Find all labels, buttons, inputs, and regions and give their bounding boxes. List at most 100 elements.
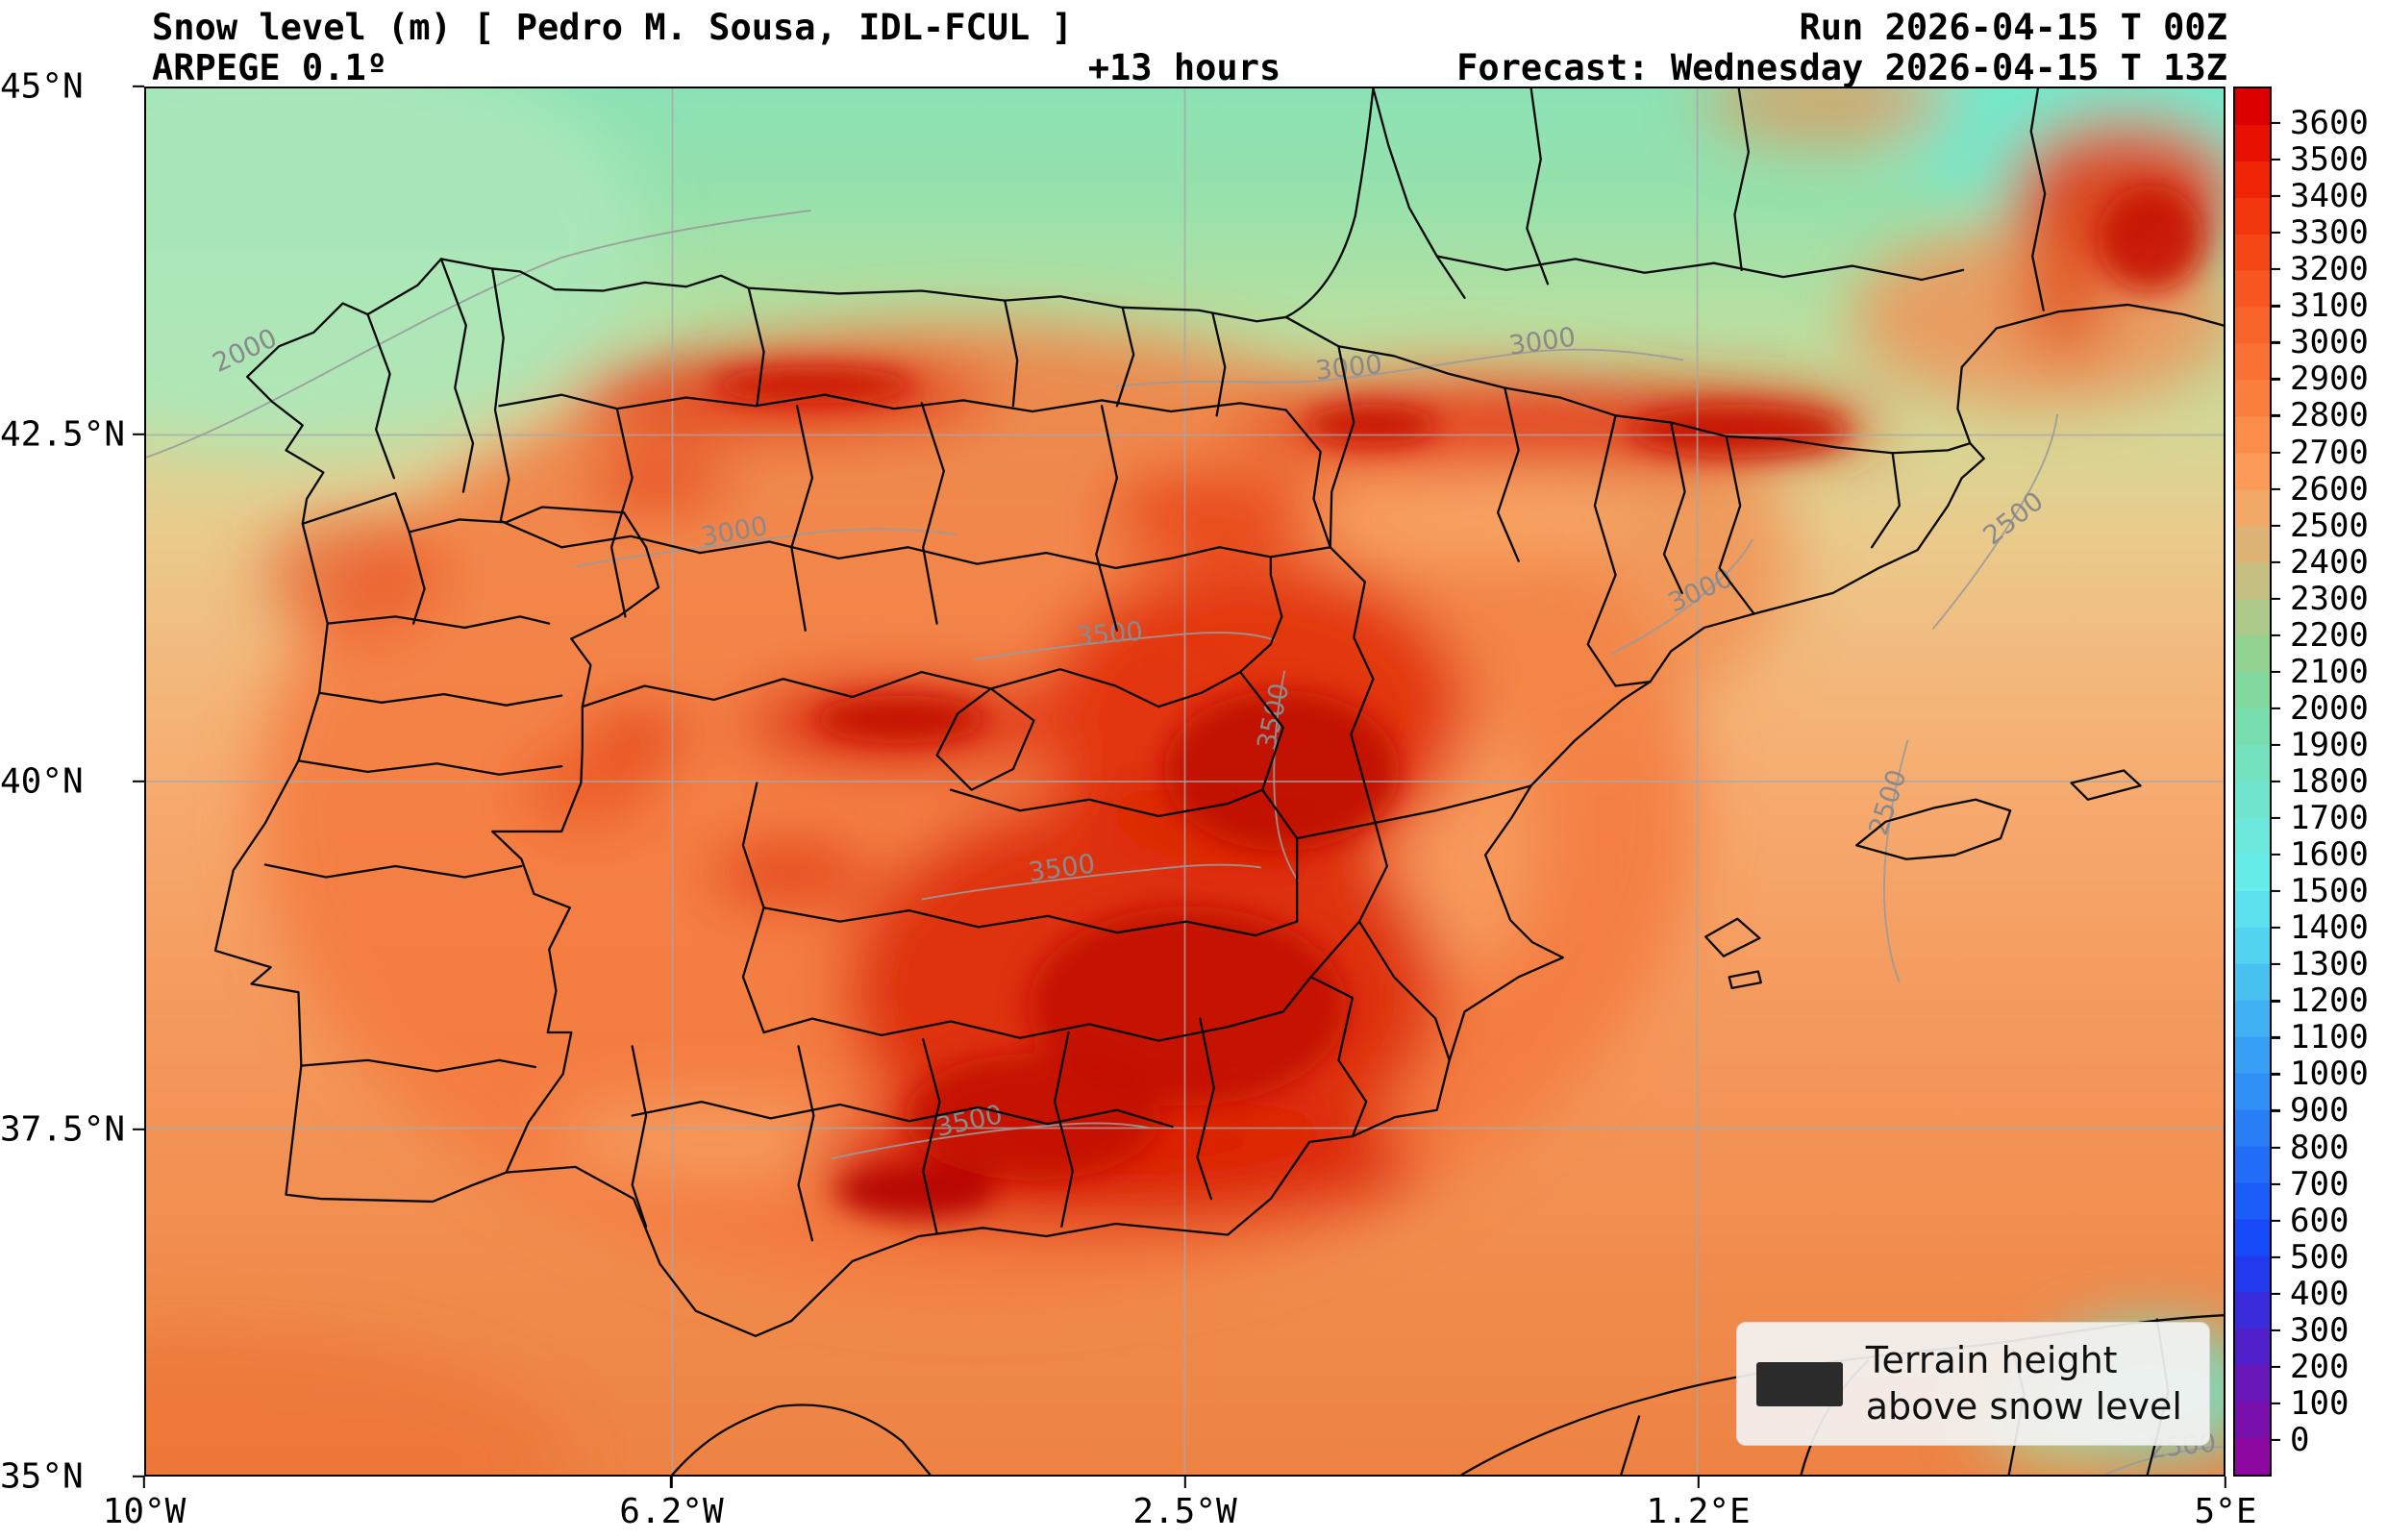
province-border bbox=[499, 519, 1331, 570]
colorbar-tick-label: 3300 bbox=[2290, 213, 2369, 253]
colorbar-tick bbox=[2270, 524, 2280, 527]
province-border bbox=[1357, 788, 1451, 1061]
colorbar-tick-label: 1200 bbox=[2290, 981, 2369, 1021]
province-border bbox=[1238, 670, 1299, 840]
colorbar-tick bbox=[2270, 780, 2280, 783]
colorbar-tick-label: 1600 bbox=[2290, 835, 2369, 875]
field-core bbox=[709, 366, 918, 404]
colorbar-tick-label: 3600 bbox=[2290, 104, 2369, 143]
colorbar-tick-label: 500 bbox=[2290, 1237, 2350, 1277]
colorbar-tick-label: 2600 bbox=[2290, 469, 2369, 509]
colorbar-tick bbox=[2270, 268, 2280, 271]
terrain-contour bbox=[146, 209, 811, 459]
colorbar-tick bbox=[2270, 1292, 2280, 1295]
colorbar-tick-label: 1400 bbox=[2290, 908, 2369, 948]
y-axis-tick bbox=[133, 433, 144, 435]
contour-label: 3000 bbox=[1314, 350, 1383, 386]
lead-time-label: +13 hours bbox=[1087, 47, 1281, 88]
colorbar-tick-label: 800 bbox=[2290, 1128, 2350, 1167]
map-plot: 2000 3000 3000 3500 3500 3500 3500 2500 … bbox=[144, 87, 2225, 1477]
colorbar-tick bbox=[2270, 414, 2280, 417]
legend-line-2: above snow level bbox=[1865, 1384, 2182, 1428]
colorbar-tick bbox=[2270, 1402, 2280, 1404]
colorbar-tick-label: 1800 bbox=[2290, 762, 2369, 801]
field-blob bbox=[1108, 470, 1317, 555]
colorbar-tick-label: 2500 bbox=[2290, 506, 2369, 545]
field-blob bbox=[707, 842, 874, 904]
colorbar-tick-label: 1000 bbox=[2290, 1055, 2369, 1094]
province-border bbox=[300, 1058, 536, 1073]
colorbar-tick-label: 2900 bbox=[2290, 360, 2369, 399]
colorbar-tick-label: 3400 bbox=[2290, 177, 2369, 216]
colorbar-tick-label: 200 bbox=[2290, 1347, 2350, 1386]
colorbar-tick bbox=[2270, 1438, 2280, 1442]
y-axis-tick bbox=[133, 1128, 144, 1130]
province-border bbox=[1718, 435, 1755, 615]
terrain-contour bbox=[1115, 348, 1684, 387]
y-axis-tick-label: 45°N bbox=[0, 66, 84, 107]
y-axis-tick bbox=[133, 780, 144, 783]
province-border bbox=[935, 687, 1035, 791]
field-blob bbox=[146, 88, 645, 449]
field-core bbox=[1628, 404, 1851, 458]
colorbar-tick-label: 2400 bbox=[2290, 542, 2369, 582]
colorbar-tick bbox=[2270, 743, 2280, 747]
colorbar-tick-label: 3200 bbox=[2290, 250, 2369, 289]
province-border bbox=[762, 836, 1299, 937]
terrain-contour bbox=[831, 1122, 1151, 1160]
colorbar-tick bbox=[2270, 963, 2280, 966]
terrain-contour bbox=[1882, 739, 1909, 983]
province-border bbox=[1296, 784, 1532, 840]
field-blob bbox=[263, 510, 444, 636]
spain-portugal-border bbox=[301, 491, 660, 1174]
colorbar-tick bbox=[2270, 195, 2280, 198]
field-core bbox=[814, 695, 987, 743]
province-border bbox=[1309, 976, 1368, 1138]
colorbar-tick bbox=[2270, 670, 2280, 673]
province-border bbox=[491, 267, 510, 523]
terrain-contour bbox=[974, 632, 1276, 661]
province-border bbox=[631, 1100, 1174, 1129]
colorbar-gradient bbox=[2235, 88, 2270, 1475]
legend-text: Terrain height above snow level bbox=[1866, 1338, 2182, 1429]
colorbar-tick bbox=[2270, 1365, 2280, 1368]
africa-coast-tangier bbox=[671, 1403, 932, 1475]
terrain-contour bbox=[1273, 670, 1300, 882]
colorbar-tick-label: 2300 bbox=[2290, 579, 2369, 618]
field-blob bbox=[146, 1335, 562, 1475]
colorbar-tick-label: 1900 bbox=[2290, 725, 2369, 764]
colorbar-tick bbox=[2270, 232, 2280, 235]
province-border bbox=[1196, 1017, 1215, 1201]
colorbar-tick-label: 1100 bbox=[2290, 1018, 2369, 1057]
colorbar-tick-label: 700 bbox=[2290, 1164, 2350, 1204]
province-boundaries bbox=[263, 88, 2047, 1242]
x-axis-tick-label: 5°E bbox=[2194, 1492, 2257, 1531]
snow-level-field-cores bbox=[709, 185, 2203, 1219]
province-border bbox=[1662, 421, 1686, 595]
x-axis-tick bbox=[142, 1477, 146, 1488]
colorbar-tick-label: 2700 bbox=[2290, 433, 2369, 472]
iberia-coastline bbox=[213, 258, 2224, 1337]
province-border bbox=[920, 402, 945, 625]
spain-france-border bbox=[1284, 315, 1972, 455]
formentera-island bbox=[1728, 970, 1762, 990]
ibiza-island bbox=[1704, 917, 1761, 957]
x-axis-tick bbox=[670, 1477, 673, 1488]
terrain-contour bbox=[1931, 413, 2059, 630]
africa-inland-border bbox=[1620, 1415, 1641, 1475]
colorbar-tick bbox=[2270, 341, 2280, 344]
model-resolution-label: ARPEGE 0.1º bbox=[152, 47, 388, 88]
province-border bbox=[1284, 409, 1331, 549]
province-border bbox=[326, 615, 551, 630]
province-border bbox=[297, 759, 563, 776]
colorbar-tick bbox=[2270, 121, 2280, 125]
terrain-contour bbox=[2105, 1446, 2224, 1475]
colorbar-tick bbox=[2270, 707, 2280, 709]
colorbar-tick bbox=[2270, 560, 2280, 563]
terrain-contour bbox=[575, 528, 957, 568]
y-axis-tick bbox=[133, 85, 144, 88]
province-border bbox=[1496, 386, 1520, 562]
x-axis-tick-label: 10°W bbox=[102, 1492, 186, 1531]
colorbar-tick-label: 2000 bbox=[2290, 688, 2369, 728]
